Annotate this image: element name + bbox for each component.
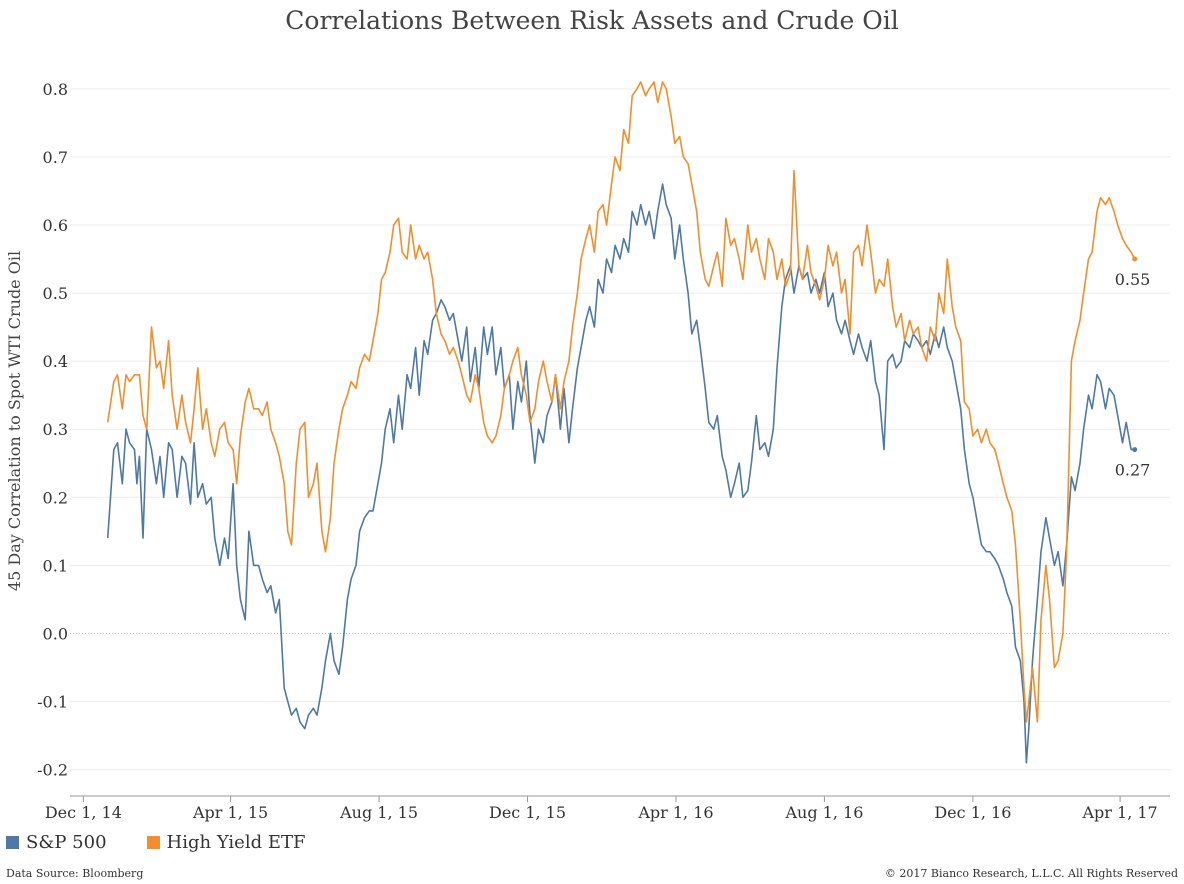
x-tick-label: Apr 1, 16: [637, 803, 713, 822]
series-line-s-p-500: [106, 183, 1135, 764]
x-tick-label: Dec 1, 14: [45, 803, 122, 822]
end-value-label: 0.55: [1115, 270, 1151, 289]
legend-item-high-yield-etf[interactable]: High Yield ETF: [146, 832, 306, 853]
y-tick-label: 0.2: [43, 488, 68, 507]
y-tick-label: 0.1: [43, 556, 68, 575]
y-tick-label: 0.8: [43, 80, 68, 99]
series-line-high-yield-etf: [106, 81, 1136, 723]
y-tick-label: 0.5: [43, 284, 68, 303]
y-tick-label: 0.4: [43, 352, 68, 371]
y-tick-label: -0.1: [37, 693, 68, 712]
copyright-note: © 2017 Bianco Research, L.L.C. All Right…: [884, 867, 1178, 880]
legend-label-high-yield-etf: High Yield ETF: [166, 832, 306, 853]
y-tick-label: -0.2: [37, 761, 68, 780]
x-tick-label: Aug 1, 16: [784, 803, 863, 822]
x-tick-label: Dec 1, 15: [489, 803, 566, 822]
legend-item-sp500[interactable]: S&P 500: [6, 832, 107, 853]
data-source-note: Data Source: Bloomberg: [6, 867, 144, 880]
y-tick-label: 0.7: [43, 148, 68, 167]
grid-lines: [70, 88, 1170, 771]
series-lines: [106, 81, 1136, 764]
end-point-marker: [1132, 256, 1138, 262]
axes: -0.2 -0.1 0.0 0.1 0.2 0.3 0.4 0.5 0.6 0.7 0.8 Dec 1…: [37, 80, 1170, 822]
end-value-label: 0.27: [1115, 461, 1151, 480]
y-axis-label: 45 Day Correlation to Spot WTI Crude Oil: [5, 251, 24, 591]
data-labels: 0.27 0.55: [1115, 256, 1151, 480]
y-tick-label: 0.0: [43, 624, 68, 643]
y-tick-label: 0.3: [43, 420, 68, 439]
legend-swatch-sp500: [6, 836, 19, 849]
legend-swatch-high-yield-etf: [146, 836, 160, 849]
x-tick-label: Apr 1, 15: [192, 803, 268, 822]
legend: S&P 500 High Yield ETF: [6, 832, 345, 853]
x-tick-label: Aug 1, 15: [339, 803, 418, 822]
end-point-marker: [1132, 447, 1138, 453]
y-tick-label: 0.6: [43, 216, 68, 235]
legend-label-sp500: S&P 500: [26, 832, 107, 853]
chart-title: Correlations Between Risk Assets and Cru…: [285, 6, 899, 35]
x-tick-label: Dec 1, 16: [934, 803, 1011, 822]
x-tick-label: Apr 1, 17: [1081, 803, 1157, 822]
